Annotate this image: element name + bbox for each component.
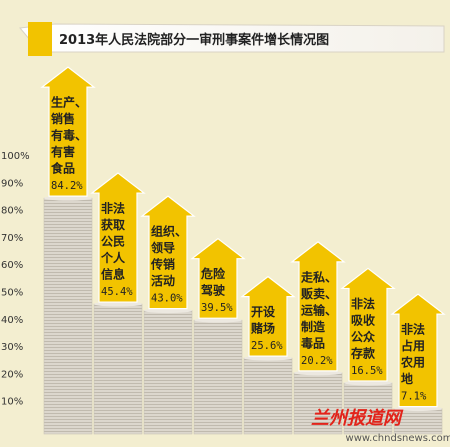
category-label: 生产、 bbox=[51, 95, 87, 110]
category-label: 传销 bbox=[150, 257, 175, 272]
category-label: 赌场 bbox=[250, 321, 275, 336]
bar bbox=[243, 357, 293, 435]
bar bbox=[343, 382, 393, 435]
category-label: 非法 bbox=[101, 201, 125, 216]
arrow bbox=[90, 172, 146, 303]
value-label: 20.2% bbox=[301, 355, 333, 367]
category-label: 危险 bbox=[200, 266, 226, 281]
value-label: 7.1% bbox=[401, 391, 427, 403]
category-label: 信息 bbox=[101, 267, 125, 282]
category-label: 存款 bbox=[350, 345, 376, 360]
y-tick-label: 60% bbox=[1, 260, 23, 271]
category-label: 农用 bbox=[400, 355, 425, 370]
category-label: 非法 bbox=[401, 322, 425, 337]
category-label: 活动 bbox=[151, 273, 175, 288]
bar bbox=[293, 372, 343, 435]
y-tick-label: 30% bbox=[1, 342, 23, 353]
bar-top bbox=[194, 317, 242, 323]
arrow bbox=[140, 195, 196, 310]
value-label: 43.0% bbox=[151, 293, 183, 305]
watermark: 兰州报道网 www.chndsnews.com bbox=[311, 408, 450, 444]
value-label: 25.6% bbox=[251, 340, 283, 352]
arrow bbox=[240, 275, 296, 357]
value-label: 39.5% bbox=[201, 302, 233, 314]
category-label: 有害 bbox=[51, 144, 75, 159]
y-tick-label: 50% bbox=[1, 288, 23, 299]
category-label: 公民 bbox=[101, 235, 125, 249]
category-label: 走私、 bbox=[301, 269, 337, 284]
y-axis: 10% 20% 30% 40% 50% 60% 70% 80% 90% 100% bbox=[1, 151, 30, 408]
category-label: 公众 bbox=[351, 329, 376, 344]
y-tick-label: 90% bbox=[1, 178, 23, 189]
value-label: 45.4% bbox=[101, 286, 133, 298]
category-label: 驾驶 bbox=[200, 283, 225, 298]
bar bbox=[143, 310, 193, 435]
category-label: 地 bbox=[401, 371, 413, 386]
y-tick-label: 20% bbox=[1, 369, 23, 380]
y-tick-label: 40% bbox=[1, 315, 23, 326]
category-label: 有毒、 bbox=[51, 128, 87, 143]
category-label: 个人 bbox=[100, 250, 126, 265]
y-tick-label: 80% bbox=[1, 206, 23, 217]
value-label: 16.5% bbox=[351, 365, 383, 377]
arrow bbox=[290, 241, 346, 372]
arrow bbox=[40, 66, 96, 197]
watermark-url: www.chndsnews.com bbox=[346, 433, 450, 444]
bar-top bbox=[44, 195, 92, 201]
value-label: 84.2% bbox=[51, 180, 83, 192]
category-label: 占用 bbox=[401, 338, 425, 353]
category-label: 制造 bbox=[301, 319, 326, 334]
category-label: 非法 bbox=[351, 296, 375, 311]
arrow bbox=[190, 237, 246, 319]
category-label: 运输、 bbox=[301, 302, 337, 317]
bar bbox=[193, 319, 243, 435]
bar-top bbox=[144, 308, 192, 314]
watermark-name: 兰州报道网 bbox=[311, 408, 404, 429]
category-label: 吸收 bbox=[351, 312, 375, 327]
category-label: 组织、 bbox=[151, 224, 187, 239]
category-label: 贩卖、 bbox=[301, 286, 337, 301]
bar-top bbox=[94, 301, 142, 307]
bar bbox=[43, 197, 93, 435]
title-banner: 2013年人民法院部分一审刑事案件增长情况图 bbox=[19, 22, 445, 56]
arrow bbox=[390, 293, 446, 408]
bar bbox=[393, 408, 443, 435]
y-tick-label: 70% bbox=[1, 233, 23, 244]
chart-title: 2013年人民法院部分一审刑事案件增长情况图 bbox=[59, 32, 329, 48]
bars: 生产、销售有毒、有害食品84.2%非法获取公民个人信息45.4%组织、领导传销活… bbox=[40, 66, 446, 435]
y-tick-label: 10% bbox=[1, 397, 23, 408]
bar-top bbox=[294, 370, 342, 376]
arrow bbox=[340, 267, 396, 382]
category-label: 毒品 bbox=[301, 335, 325, 350]
bar-top bbox=[344, 380, 392, 386]
category-label: 开设 bbox=[251, 304, 276, 319]
y-tick-label: 100% bbox=[1, 151, 30, 162]
bar-top bbox=[244, 355, 292, 361]
bar bbox=[93, 303, 143, 435]
category-label: 销售 bbox=[51, 111, 75, 126]
category-label: 领导 bbox=[151, 240, 175, 255]
category-label: 获取 bbox=[100, 217, 125, 232]
bar-top bbox=[394, 406, 442, 412]
category-label: 食品 bbox=[50, 161, 75, 176]
